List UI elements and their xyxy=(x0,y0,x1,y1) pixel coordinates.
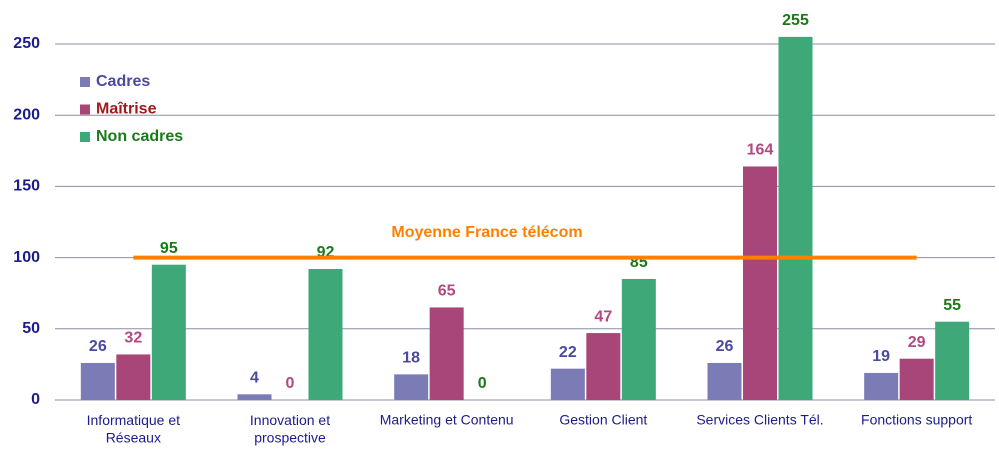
bar xyxy=(707,362,742,400)
legend-label: Maîtrise xyxy=(96,101,157,118)
data-label: 65 xyxy=(438,283,456,300)
x-tick-label: Innovation et prospective xyxy=(250,412,330,446)
data-label: 55 xyxy=(943,297,961,314)
data-label: 18 xyxy=(402,350,420,367)
bar xyxy=(80,362,115,400)
bar xyxy=(116,354,151,400)
x-tick-label: Informatique et Réseaux xyxy=(87,412,180,446)
legend-swatch xyxy=(80,77,90,87)
data-label: 26 xyxy=(89,338,107,355)
data-label: 95 xyxy=(160,240,178,257)
reference-label: Moyenne France télécom xyxy=(391,224,582,241)
bar xyxy=(550,368,585,400)
bar xyxy=(743,166,777,400)
y-tick-label: 50 xyxy=(22,320,40,337)
legend-swatch xyxy=(80,132,90,142)
data-label: 255 xyxy=(782,12,809,29)
bar xyxy=(899,358,934,400)
y-tick-label: 150 xyxy=(13,178,40,195)
data-label: 29 xyxy=(908,334,926,351)
data-label: 26 xyxy=(716,338,734,355)
data-label: 47 xyxy=(594,308,612,325)
bar xyxy=(778,36,813,400)
bar xyxy=(308,268,343,400)
legend-swatch xyxy=(80,104,90,115)
data-label: 164 xyxy=(747,142,774,159)
x-tick-label: Gestion Client xyxy=(559,412,647,428)
bar xyxy=(935,321,970,400)
data-label: 32 xyxy=(124,330,142,347)
data-label: 0 xyxy=(286,375,295,392)
data-label: 19 xyxy=(872,348,890,365)
legend-label: Cadres xyxy=(96,73,150,90)
y-tick-label: 100 xyxy=(13,249,40,266)
data-label: 0 xyxy=(478,375,487,392)
data-label: 4 xyxy=(250,370,259,387)
x-tick-label: Fonctions support xyxy=(861,412,972,428)
x-tick-label: Services Clients Tél. xyxy=(696,412,823,428)
legend-label: Non cadres xyxy=(96,128,183,145)
bar xyxy=(394,374,429,400)
bar xyxy=(151,264,186,400)
y-tick-label: 200 xyxy=(13,106,40,123)
bar xyxy=(621,278,656,400)
y-tick-label: 250 xyxy=(13,35,40,52)
bar xyxy=(864,372,899,400)
y-tick-label: 0 xyxy=(31,391,40,408)
x-tick-label: Marketing et Contenu xyxy=(380,412,514,428)
bar xyxy=(586,333,621,400)
bar xyxy=(429,307,464,400)
bar xyxy=(237,394,272,400)
data-label: 22 xyxy=(559,344,577,361)
